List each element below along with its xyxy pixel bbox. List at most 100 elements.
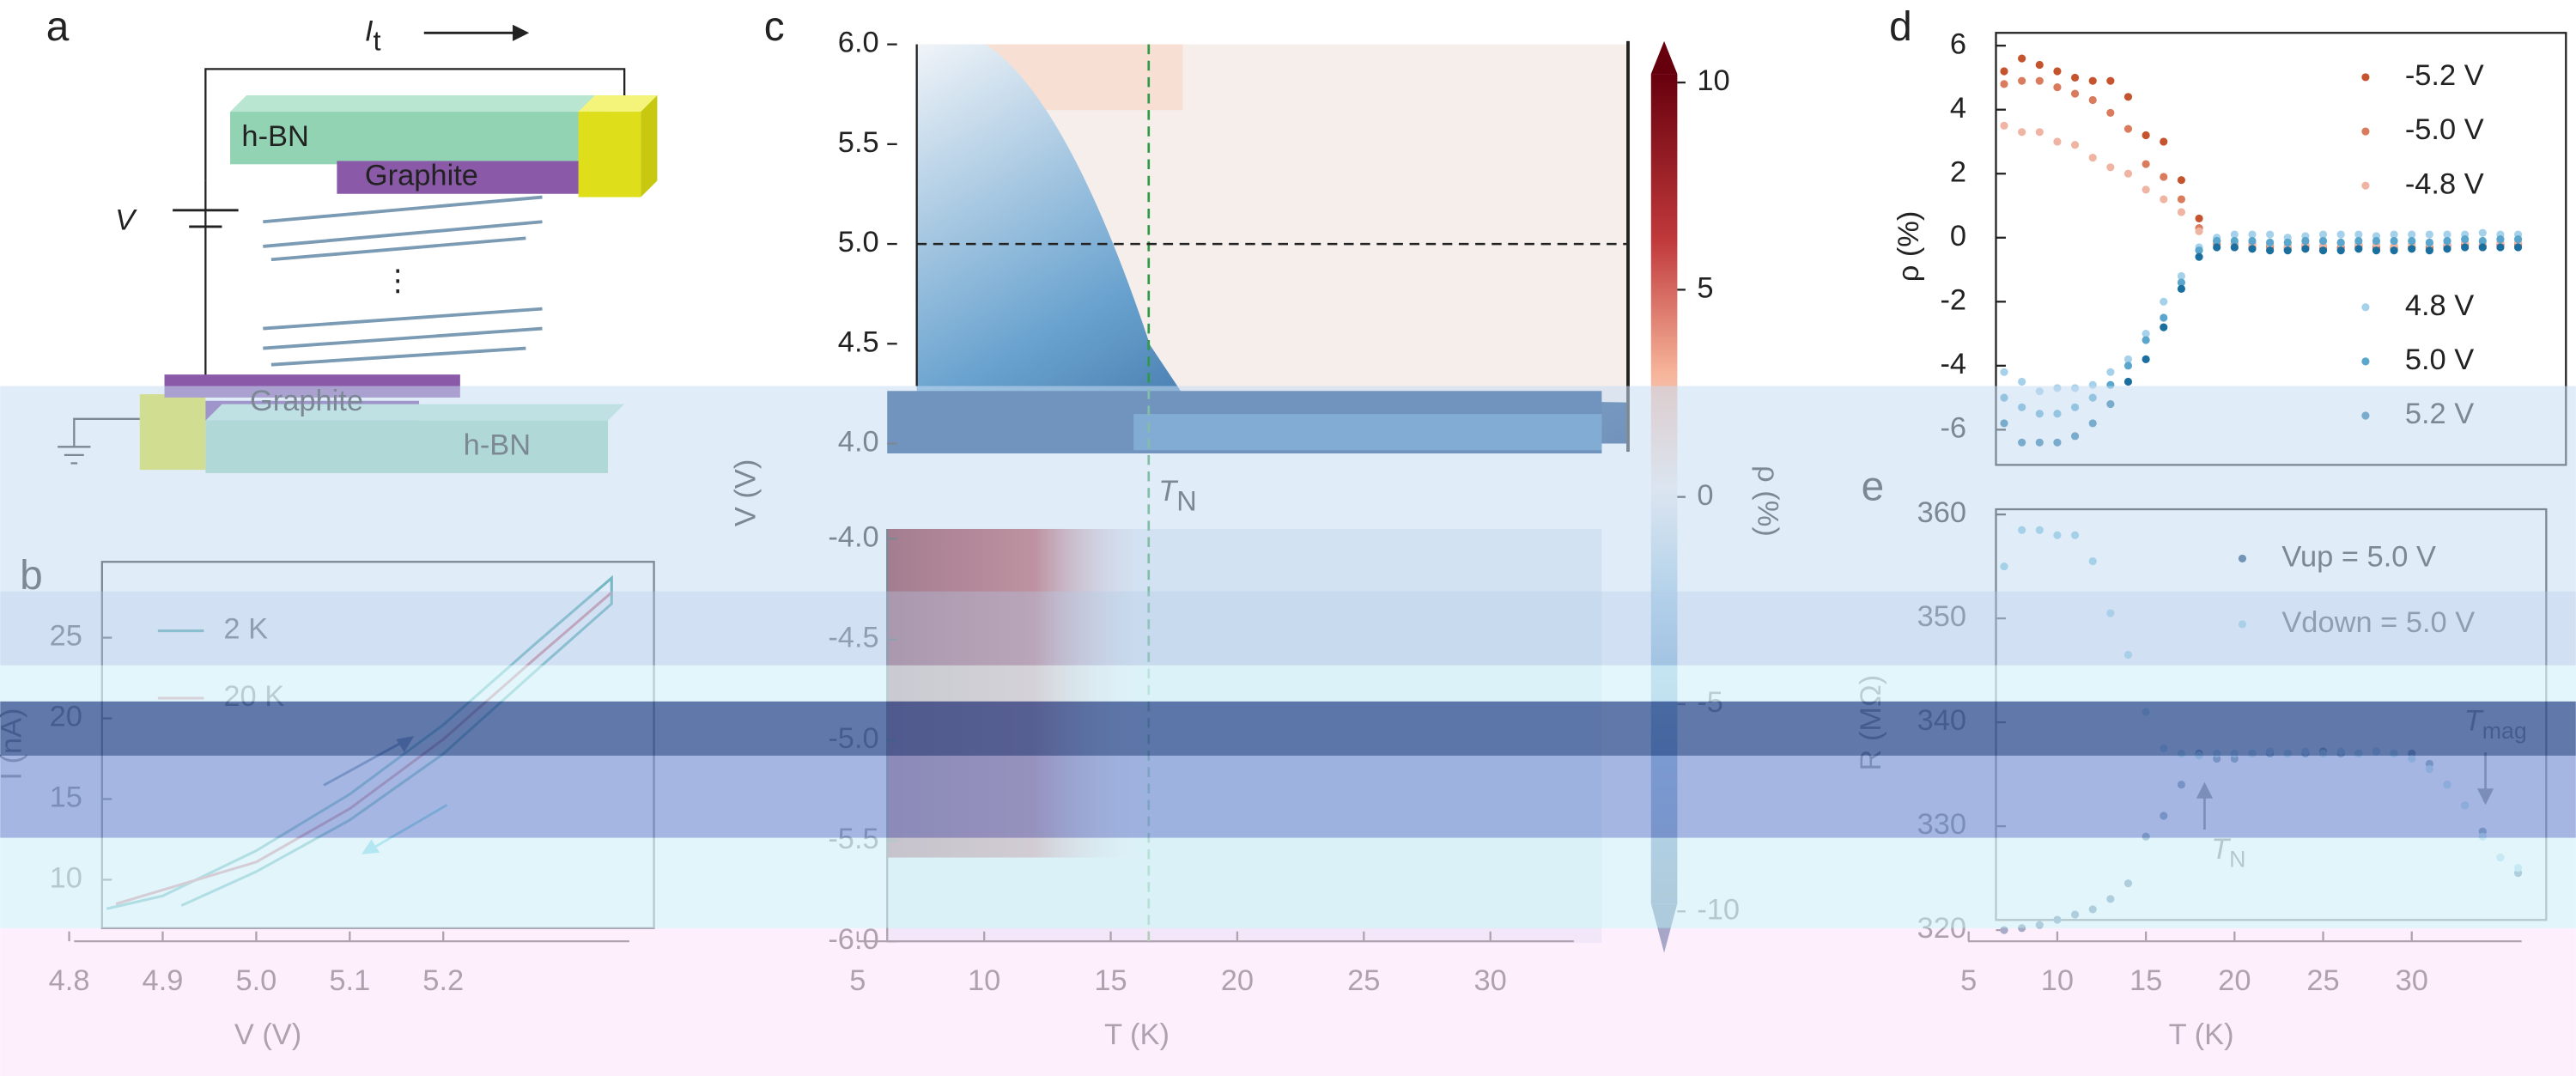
data-point — [2443, 245, 2451, 253]
data-point — [2443, 236, 2451, 246]
data-point — [2408, 245, 2416, 253]
contact — [641, 94, 658, 198]
contact — [578, 94, 658, 112]
data-point — [2425, 238, 2433, 246]
data-point — [2177, 195, 2185, 204]
data-point — [2336, 230, 2345, 239]
y-tick-label: -2 — [1940, 283, 1966, 316]
data-point — [2070, 141, 2080, 149]
data-point — [2177, 271, 2185, 281]
lattice — [263, 195, 543, 367]
legend-marker — [2361, 127, 2370, 136]
data-point — [2372, 236, 2381, 246]
data-point — [2443, 230, 2451, 239]
y-tick-label: 5.5 — [838, 126, 879, 159]
data-point — [2000, 80, 2008, 88]
data-point — [2160, 297, 2168, 306]
band — [0, 665, 2576, 702]
plot-frame — [1626, 40, 1630, 453]
data-point — [2266, 246, 2275, 255]
data-point — [2318, 230, 2328, 239]
data-point — [2123, 355, 2133, 363]
data-point — [2106, 76, 2115, 85]
data-point — [2213, 236, 2221, 246]
data-point — [2266, 230, 2275, 239]
data-point — [2195, 214, 2203, 223]
data-point — [2248, 230, 2257, 239]
y-tick-label: 6.0 — [838, 27, 879, 59]
data-point — [2177, 208, 2185, 216]
panel-label: a — [46, 4, 70, 50]
data-point — [2018, 54, 2026, 63]
data-point — [2478, 236, 2487, 246]
current-label: It — [365, 15, 381, 56]
colorbar-cap — [1650, 40, 1678, 75]
legend-label: -5.2 V — [2405, 59, 2484, 92]
data-point — [2177, 284, 2185, 293]
y-tick-label: 0 — [1950, 220, 1966, 252]
colorbar-tick-label: 10 — [1697, 64, 1729, 97]
data-point — [2142, 329, 2150, 338]
data-point — [2318, 246, 2328, 255]
band — [0, 591, 2576, 666]
data-point — [2088, 95, 2097, 105]
data-point — [2408, 230, 2416, 239]
y-tick-label: 5.0 — [838, 226, 879, 258]
y-tick-label: 4.5 — [838, 325, 879, 358]
legend-marker — [2361, 73, 2370, 82]
data-point — [2160, 323, 2168, 331]
data-point — [2053, 67, 2062, 76]
data-point — [2230, 243, 2239, 252]
data-point — [2513, 243, 2523, 252]
current-arrow-head — [513, 24, 530, 41]
band — [0, 755, 2576, 838]
data-point — [2390, 236, 2398, 246]
data-point — [2177, 176, 2185, 185]
y-tick-label: 6 — [1950, 27, 1966, 60]
data-point — [2088, 76, 2097, 85]
data-point — [2301, 245, 2310, 253]
current-label-sub: t — [373, 25, 380, 56]
data-point — [2088, 154, 2097, 162]
data-point — [2496, 235, 2505, 244]
band — [0, 701, 2576, 756]
data-point — [2106, 163, 2115, 172]
data-point — [2142, 131, 2150, 140]
data-point — [2478, 228, 2487, 237]
data-point — [2336, 246, 2345, 255]
data-point — [2248, 236, 2257, 246]
data-point — [2354, 245, 2363, 253]
data-point — [2248, 245, 2257, 253]
data-point — [2000, 67, 2008, 76]
data-point — [2283, 238, 2292, 246]
data-point — [2142, 355, 2150, 363]
data-point — [2408, 236, 2416, 246]
data-point — [2035, 76, 2044, 85]
data-point — [2160, 173, 2168, 181]
data-point — [2301, 236, 2310, 246]
data-point — [2000, 121, 2008, 130]
data-point — [2142, 336, 2150, 344]
colorbar-tick-label: 5 — [1697, 271, 1713, 304]
data-point — [2123, 169, 2133, 178]
data-point — [2106, 368, 2115, 376]
data-point — [2035, 60, 2044, 70]
data-point — [2177, 278, 2185, 287]
legend-label: 4.8 V — [2405, 289, 2474, 322]
data-point — [2123, 362, 2133, 370]
data-point — [2461, 235, 2470, 244]
hbn-top — [230, 112, 609, 165]
current-label-main: I — [365, 15, 374, 47]
data-point — [2142, 160, 2150, 168]
legend-label: -5.0 V — [2405, 113, 2484, 146]
panel-label: c — [764, 4, 785, 50]
data-point — [2070, 89, 2080, 98]
data-point — [2478, 243, 2487, 252]
ellipsis: ⋮ — [383, 264, 412, 297]
data-point — [2000, 368, 2008, 376]
contact — [578, 112, 641, 198]
data-point — [2160, 313, 2168, 322]
data-point — [2160, 137, 2168, 146]
data-point — [2336, 238, 2345, 246]
